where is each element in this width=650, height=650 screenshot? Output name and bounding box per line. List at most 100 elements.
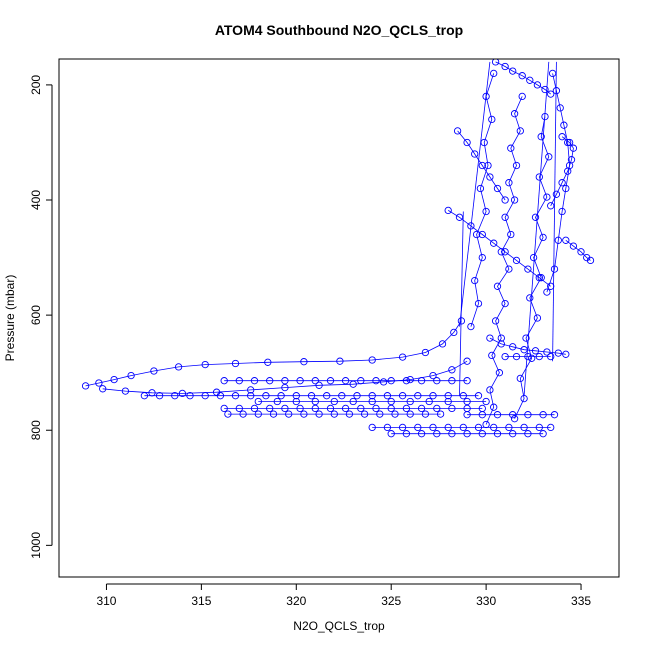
data-point: [383, 423, 392, 432]
data-point: [480, 138, 488, 147]
data-point: [510, 110, 519, 118]
data-point: [372, 404, 380, 413]
data-point: [486, 386, 494, 394]
data-point: [526, 294, 534, 302]
data-point: [533, 314, 542, 322]
data-point: [509, 430, 517, 438]
data-point: [235, 404, 243, 413]
data-point: [522, 334, 530, 342]
data-point: [201, 392, 209, 400]
data-point: [438, 340, 447, 348]
data-point: [490, 239, 498, 247]
data-point: [518, 72, 526, 80]
data-point: [463, 138, 471, 147]
data-point: [537, 274, 545, 282]
data-point: [488, 115, 496, 124]
data-point: [528, 354, 536, 362]
data-point: [368, 392, 376, 400]
data-point: [311, 377, 319, 385]
data-point: [516, 127, 524, 135]
data-point: [391, 410, 399, 418]
data-point: [444, 206, 452, 215]
data-point: [281, 377, 289, 385]
data-point: [459, 423, 467, 432]
data-point: [453, 127, 462, 135]
data-point: [518, 92, 526, 101]
data-point: [562, 350, 570, 358]
y-axis: 200 400 600 800 1000: [29, 75, 53, 559]
data-point: [448, 366, 456, 374]
data-point: [414, 423, 422, 432]
data-point: [510, 415, 519, 423]
data-point: [311, 404, 319, 413]
data-point: [239, 410, 247, 418]
data-point: [425, 397, 433, 406]
data-point: [406, 410, 414, 418]
data-point: [338, 392, 346, 400]
data-point: [524, 430, 532, 438]
data-point: [127, 371, 135, 380]
data-point: [296, 377, 304, 385]
data-point: [493, 411, 502, 419]
data-point: [488, 351, 496, 360]
data-point: [277, 392, 285, 400]
data-point: [509, 67, 517, 75]
data-point: [429, 371, 437, 380]
data-point: [567, 156, 576, 164]
data-point: [541, 112, 549, 121]
data-point: [497, 334, 505, 342]
data-point: [250, 377, 259, 385]
data-point: [543, 288, 551, 296]
data-point: [586, 256, 595, 265]
data-point: [501, 299, 509, 308]
chart-title: ATOM4 Southbound N2O_QCLS_trop: [215, 22, 463, 38]
data-point: [537, 133, 545, 141]
data-point: [264, 358, 272, 366]
data-point: [562, 236, 570, 244]
series-line-16: [495, 61, 551, 95]
data-point: [368, 356, 376, 364]
data-point: [387, 397, 395, 406]
data-point: [493, 184, 502, 193]
y-axis-label: Pressure (mbar): [3, 275, 17, 362]
data-point: [417, 404, 426, 413]
data-point: [541, 85, 549, 94]
x-axis: 310 315 320 325 330 335: [96, 583, 591, 608]
data-point: [266, 377, 274, 385]
y-tick-label: 600: [29, 305, 43, 325]
data-point: [524, 411, 532, 419]
series-line-20: [489, 337, 566, 355]
data-point: [349, 397, 357, 406]
data-point: [577, 248, 585, 256]
data-point: [486, 334, 494, 342]
data-point: [509, 411, 517, 419]
data-point: [505, 179, 513, 187]
data-point: [547, 282, 555, 290]
data-point: [417, 377, 426, 385]
data-point: [471, 150, 479, 158]
data-point: [543, 348, 551, 356]
data-point: [558, 179, 566, 187]
data-point: [387, 377, 395, 385]
data-point: [471, 276, 479, 285]
data-point: [436, 410, 445, 418]
data-point: [520, 346, 528, 354]
data-point: [550, 265, 559, 273]
data-point: [482, 207, 490, 216]
y-tick-label: 800: [29, 420, 43, 440]
data-point: [433, 430, 441, 438]
data-point: [564, 167, 572, 175]
data-point: [148, 389, 156, 397]
x-tick-label: 320: [286, 594, 306, 608]
data-point: [285, 410, 293, 418]
data-point: [406, 397, 414, 406]
data-point: [564, 138, 572, 147]
data-point: [505, 423, 513, 432]
data-point: [548, 69, 557, 78]
data-point: [155, 392, 164, 400]
data-point: [368, 397, 376, 406]
data-point: [491, 317, 500, 325]
data-point: [281, 383, 289, 392]
data-point: [387, 404, 395, 413]
data-point: [505, 265, 513, 273]
